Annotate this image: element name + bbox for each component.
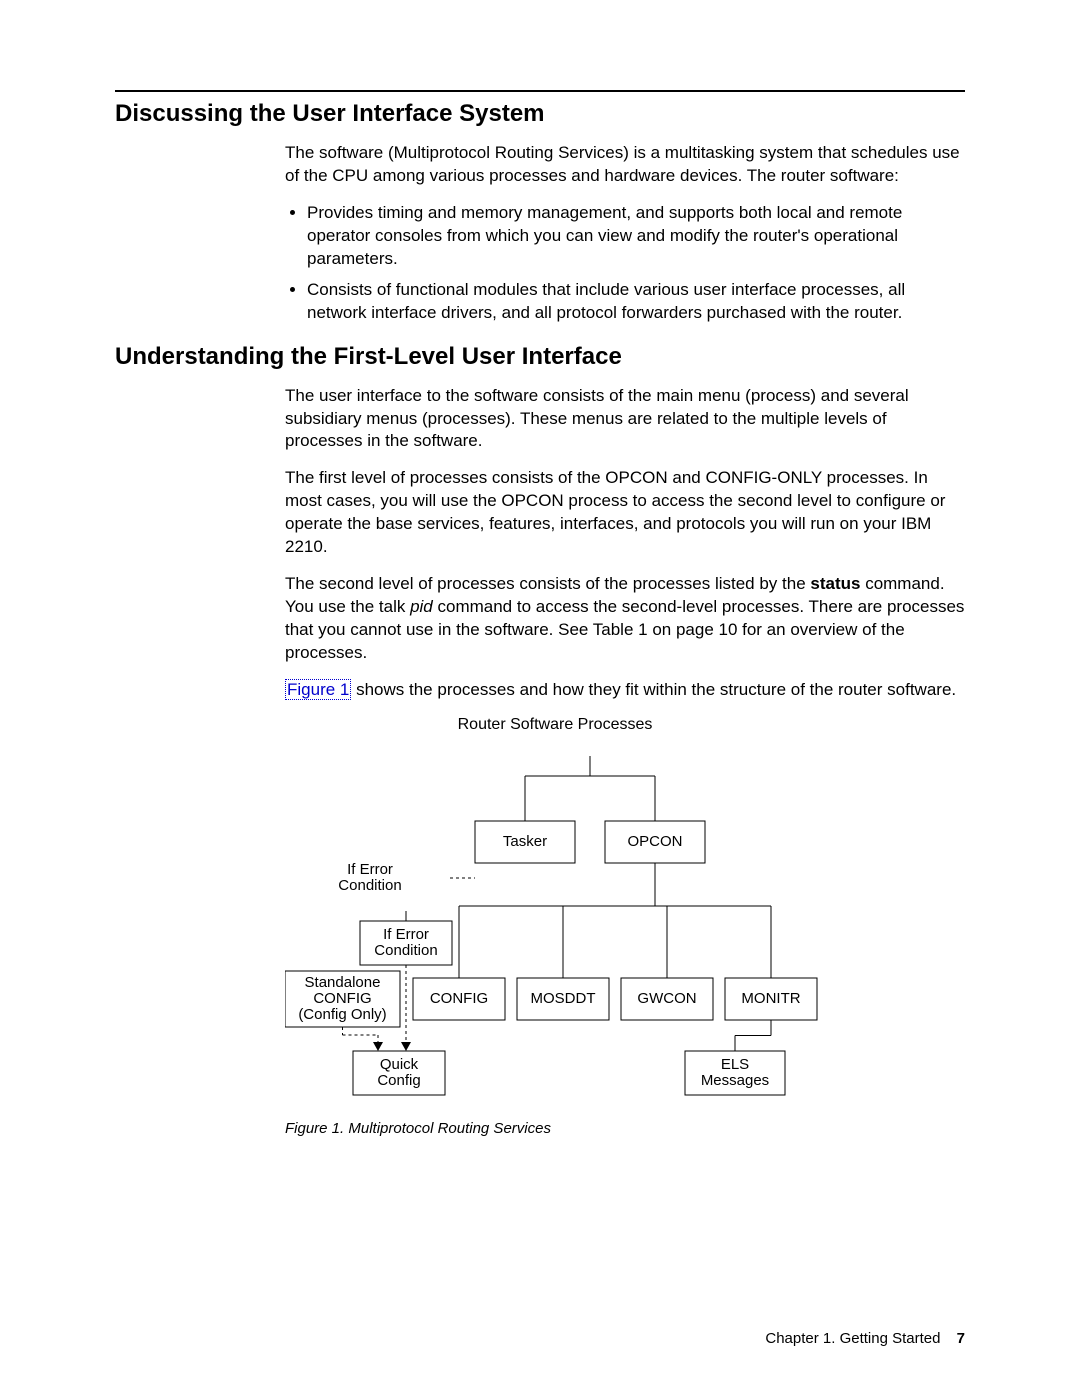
figure-caption: Figure 1. Multiprotocol Routing Services: [285, 1120, 965, 1137]
bullet-s1-2: Consists of functional modules that incl…: [307, 279, 965, 325]
status-cmd: status: [810, 574, 860, 593]
bullet-s1-1: Provides timing and memory management, a…: [307, 202, 965, 271]
para-s2-1: The user interface to the software consi…: [285, 385, 965, 454]
heading-understanding: Understanding the First-Level User Inter…: [115, 343, 965, 371]
svg-text:Condition: Condition: [374, 942, 437, 959]
svg-text:(Config Only): (Config Only): [298, 1006, 386, 1023]
svg-text:Standalone: Standalone: [305, 974, 381, 991]
pid-arg: pid: [410, 597, 433, 616]
svg-text:MONITR: MONITR: [741, 990, 800, 1007]
body-section1: The software (Multiprotocol Routing Serv…: [285, 142, 965, 325]
svg-text:Condition: Condition: [338, 877, 401, 894]
svg-text:Messages: Messages: [701, 1072, 769, 1089]
svg-text:OPCON: OPCON: [627, 833, 682, 850]
svg-text:MOSDDT: MOSDDT: [531, 990, 596, 1007]
footer-page-number: 7: [957, 1330, 965, 1347]
diagram-container: Router Software Processes Tasker OPCON If …: [285, 716, 965, 1106]
svg-text:Config: Config: [377, 1072, 420, 1089]
page-footer: Chapter 1. Getting Started 7: [765, 1330, 965, 1347]
process-diagram: TaskerOPCONIf ErrorConditionIf ErrorCond…: [285, 746, 845, 1106]
section-rule: [115, 90, 965, 92]
svg-text:CONFIG: CONFIG: [313, 990, 371, 1007]
svg-text:GWCON: GWCON: [637, 990, 696, 1007]
svg-text:Tasker: Tasker: [503, 833, 547, 850]
footer-chapter: Chapter 1. Getting Started: [765, 1330, 940, 1347]
heading-discussing: Discussing the User Interface System: [115, 100, 965, 128]
diagram-title: Router Software Processes: [285, 716, 825, 734]
svg-text:If Error: If Error: [347, 861, 393, 878]
svg-text:ELS: ELS: [721, 1056, 749, 1073]
svg-text:If Error: If Error: [383, 926, 429, 943]
para-s1-intro: The software (Multiprotocol Routing Serv…: [285, 142, 965, 188]
svg-text:Quick: Quick: [380, 1056, 419, 1073]
figure-1-link[interactable]: Figure 1: [285, 679, 351, 700]
svg-text:CONFIG: CONFIG: [430, 990, 488, 1007]
body-section2: The user interface to the software consi…: [285, 385, 965, 702]
para-s2-2: The first level of processes consists of…: [285, 467, 965, 559]
page: Discussing the User Interface System The…: [0, 0, 1080, 1397]
para-s2-3: The second level of processes consists o…: [285, 573, 965, 665]
bullet-list-s1: Provides timing and memory management, a…: [285, 202, 965, 325]
para-s2-4: Figure 1 shows the processes and how the…: [285, 679, 965, 702]
